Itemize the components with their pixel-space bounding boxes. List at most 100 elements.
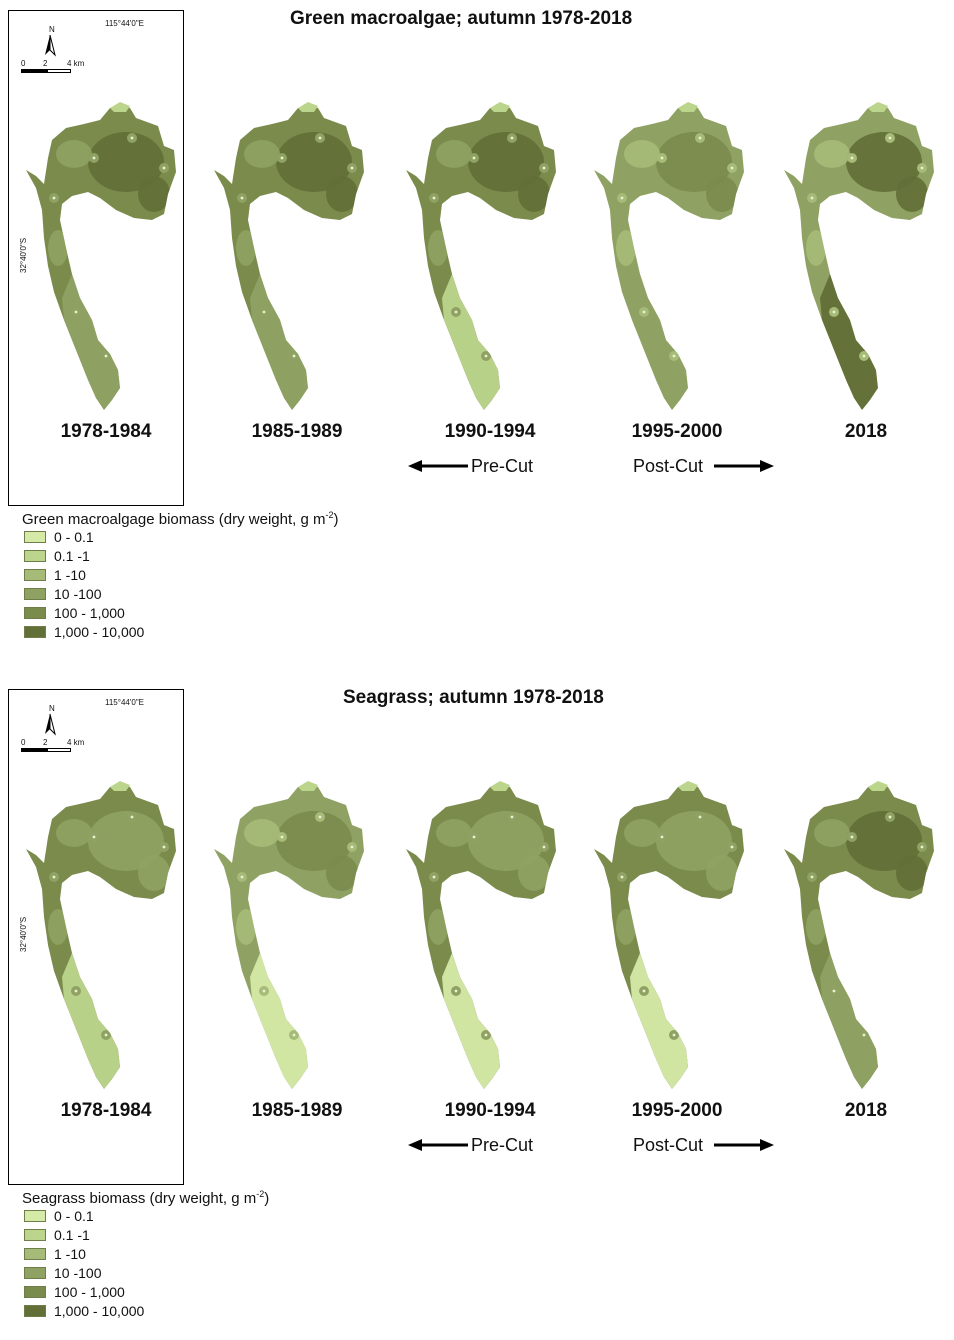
biomass-patch xyxy=(468,132,544,192)
sample-site-center xyxy=(82,266,86,270)
north-arrow-icon: N xyxy=(43,25,63,59)
sample-site-center xyxy=(92,835,96,839)
year-label: 1985-1989 xyxy=(251,421,343,442)
sample-site xyxy=(837,263,847,273)
sample-site-center xyxy=(920,166,924,170)
sample-site-center xyxy=(262,989,266,993)
sample-site-center xyxy=(920,845,924,849)
biomass-patch xyxy=(244,819,280,847)
north-label: N xyxy=(49,25,55,34)
sample-site-center xyxy=(318,815,322,819)
sample-site-center xyxy=(730,166,734,170)
scale-label-2: 2 xyxy=(43,59,48,68)
biomass-patch xyxy=(896,176,928,212)
sample-site-center xyxy=(270,945,274,949)
biomass-patch xyxy=(326,855,358,891)
year-label: 1990-1994 xyxy=(444,421,536,442)
sample-site-center xyxy=(888,136,892,140)
lagoon-map xyxy=(214,781,364,1089)
year-label: 2018 xyxy=(844,1100,888,1121)
biomass-patch xyxy=(236,909,256,945)
sample-site-center xyxy=(484,354,488,358)
biomass-patch xyxy=(806,230,826,266)
sample-site-center xyxy=(454,989,458,993)
sample-site-center xyxy=(432,196,436,200)
biomass-patch xyxy=(896,855,928,891)
sample-site xyxy=(79,263,89,273)
scale-bar: 0 2 4 km xyxy=(21,738,101,760)
sample-site-center xyxy=(620,875,624,879)
sample-site-center xyxy=(104,1033,108,1037)
sample-site-center xyxy=(280,156,284,160)
sample-site-center xyxy=(318,136,322,140)
lagoon-map xyxy=(594,102,744,410)
lagoon-map xyxy=(784,781,934,1089)
sample-site-center xyxy=(240,875,244,879)
sample-site-center xyxy=(850,156,854,160)
sample-site xyxy=(837,942,847,952)
year-label: 1995-2000 xyxy=(631,1100,723,1121)
sample-site-center xyxy=(642,310,646,314)
sample-site-center xyxy=(862,354,866,358)
biomass-patch xyxy=(518,855,550,891)
sample-site-center xyxy=(240,196,244,200)
sample-site-center xyxy=(862,1033,866,1037)
post-cut-label: Post-Cut xyxy=(633,1135,704,1155)
sample-site-center xyxy=(104,354,108,358)
longitude-label: 115°44'0"E xyxy=(105,19,145,28)
biomass-patch xyxy=(236,230,256,266)
sample-site xyxy=(647,942,657,952)
biomass-patch xyxy=(48,909,68,945)
southern-basin xyxy=(630,953,688,1089)
lagoon-map xyxy=(26,781,176,1089)
sample-site-center xyxy=(130,136,134,140)
sample-site xyxy=(267,263,277,273)
biomass-patch xyxy=(56,140,92,168)
biomass-patch xyxy=(846,811,922,871)
sample-site-center xyxy=(82,945,86,949)
sample-site-center xyxy=(510,136,514,140)
biomass-patch xyxy=(706,855,738,891)
north-arrow-icon: N xyxy=(43,704,63,738)
sample-site-center xyxy=(52,875,56,879)
sample-site-center xyxy=(660,156,664,160)
sample-site-center xyxy=(620,196,624,200)
biomass-patch xyxy=(814,140,850,168)
biomass-patch xyxy=(88,811,164,871)
scale-label-0: 0 xyxy=(21,738,26,747)
northern-island xyxy=(298,781,318,791)
northern-island xyxy=(490,781,510,791)
panel-title: Seagrass; autumn 1978-2018 xyxy=(343,687,604,708)
lagoon-map xyxy=(406,102,556,410)
sample-site-center xyxy=(472,156,476,160)
biomass-patch xyxy=(616,909,636,945)
biomass-patch xyxy=(436,819,472,847)
southern-basin xyxy=(442,274,500,410)
biomass-patch xyxy=(656,811,732,871)
scale-label-4: 4 km xyxy=(67,59,85,68)
southern-basin xyxy=(820,274,878,410)
right-arrow-icon xyxy=(714,460,774,472)
inset-frame: 115°44'0"E 32°40'0"S N 0 2 4 km xyxy=(8,10,184,506)
sample-site-center xyxy=(484,1033,488,1037)
sample-site-center xyxy=(650,266,654,270)
sample-site-center xyxy=(92,156,96,160)
sample-site xyxy=(459,942,469,952)
scale-segment-white xyxy=(47,748,71,752)
post-cut-label: Post-Cut xyxy=(633,456,704,476)
sample-site-center xyxy=(542,166,546,170)
sample-site-center xyxy=(510,815,514,819)
sample-site-center xyxy=(832,310,836,314)
sample-site xyxy=(79,942,89,952)
north-label: N xyxy=(49,704,55,713)
southern-basin xyxy=(62,274,120,410)
northern-island xyxy=(298,102,318,112)
sample-site xyxy=(459,263,469,273)
biomass-patch xyxy=(276,132,352,192)
sample-site-center xyxy=(292,354,296,358)
legend-title: Green macroalgage biomass (dry weight, g… xyxy=(22,510,339,528)
northern-island xyxy=(868,781,888,791)
inset-frame: 115°44'0"E 32°40'0"S N 0 2 4 km xyxy=(8,689,184,1185)
biomass-patch xyxy=(326,176,358,212)
scale-label-2: 2 xyxy=(43,738,48,747)
